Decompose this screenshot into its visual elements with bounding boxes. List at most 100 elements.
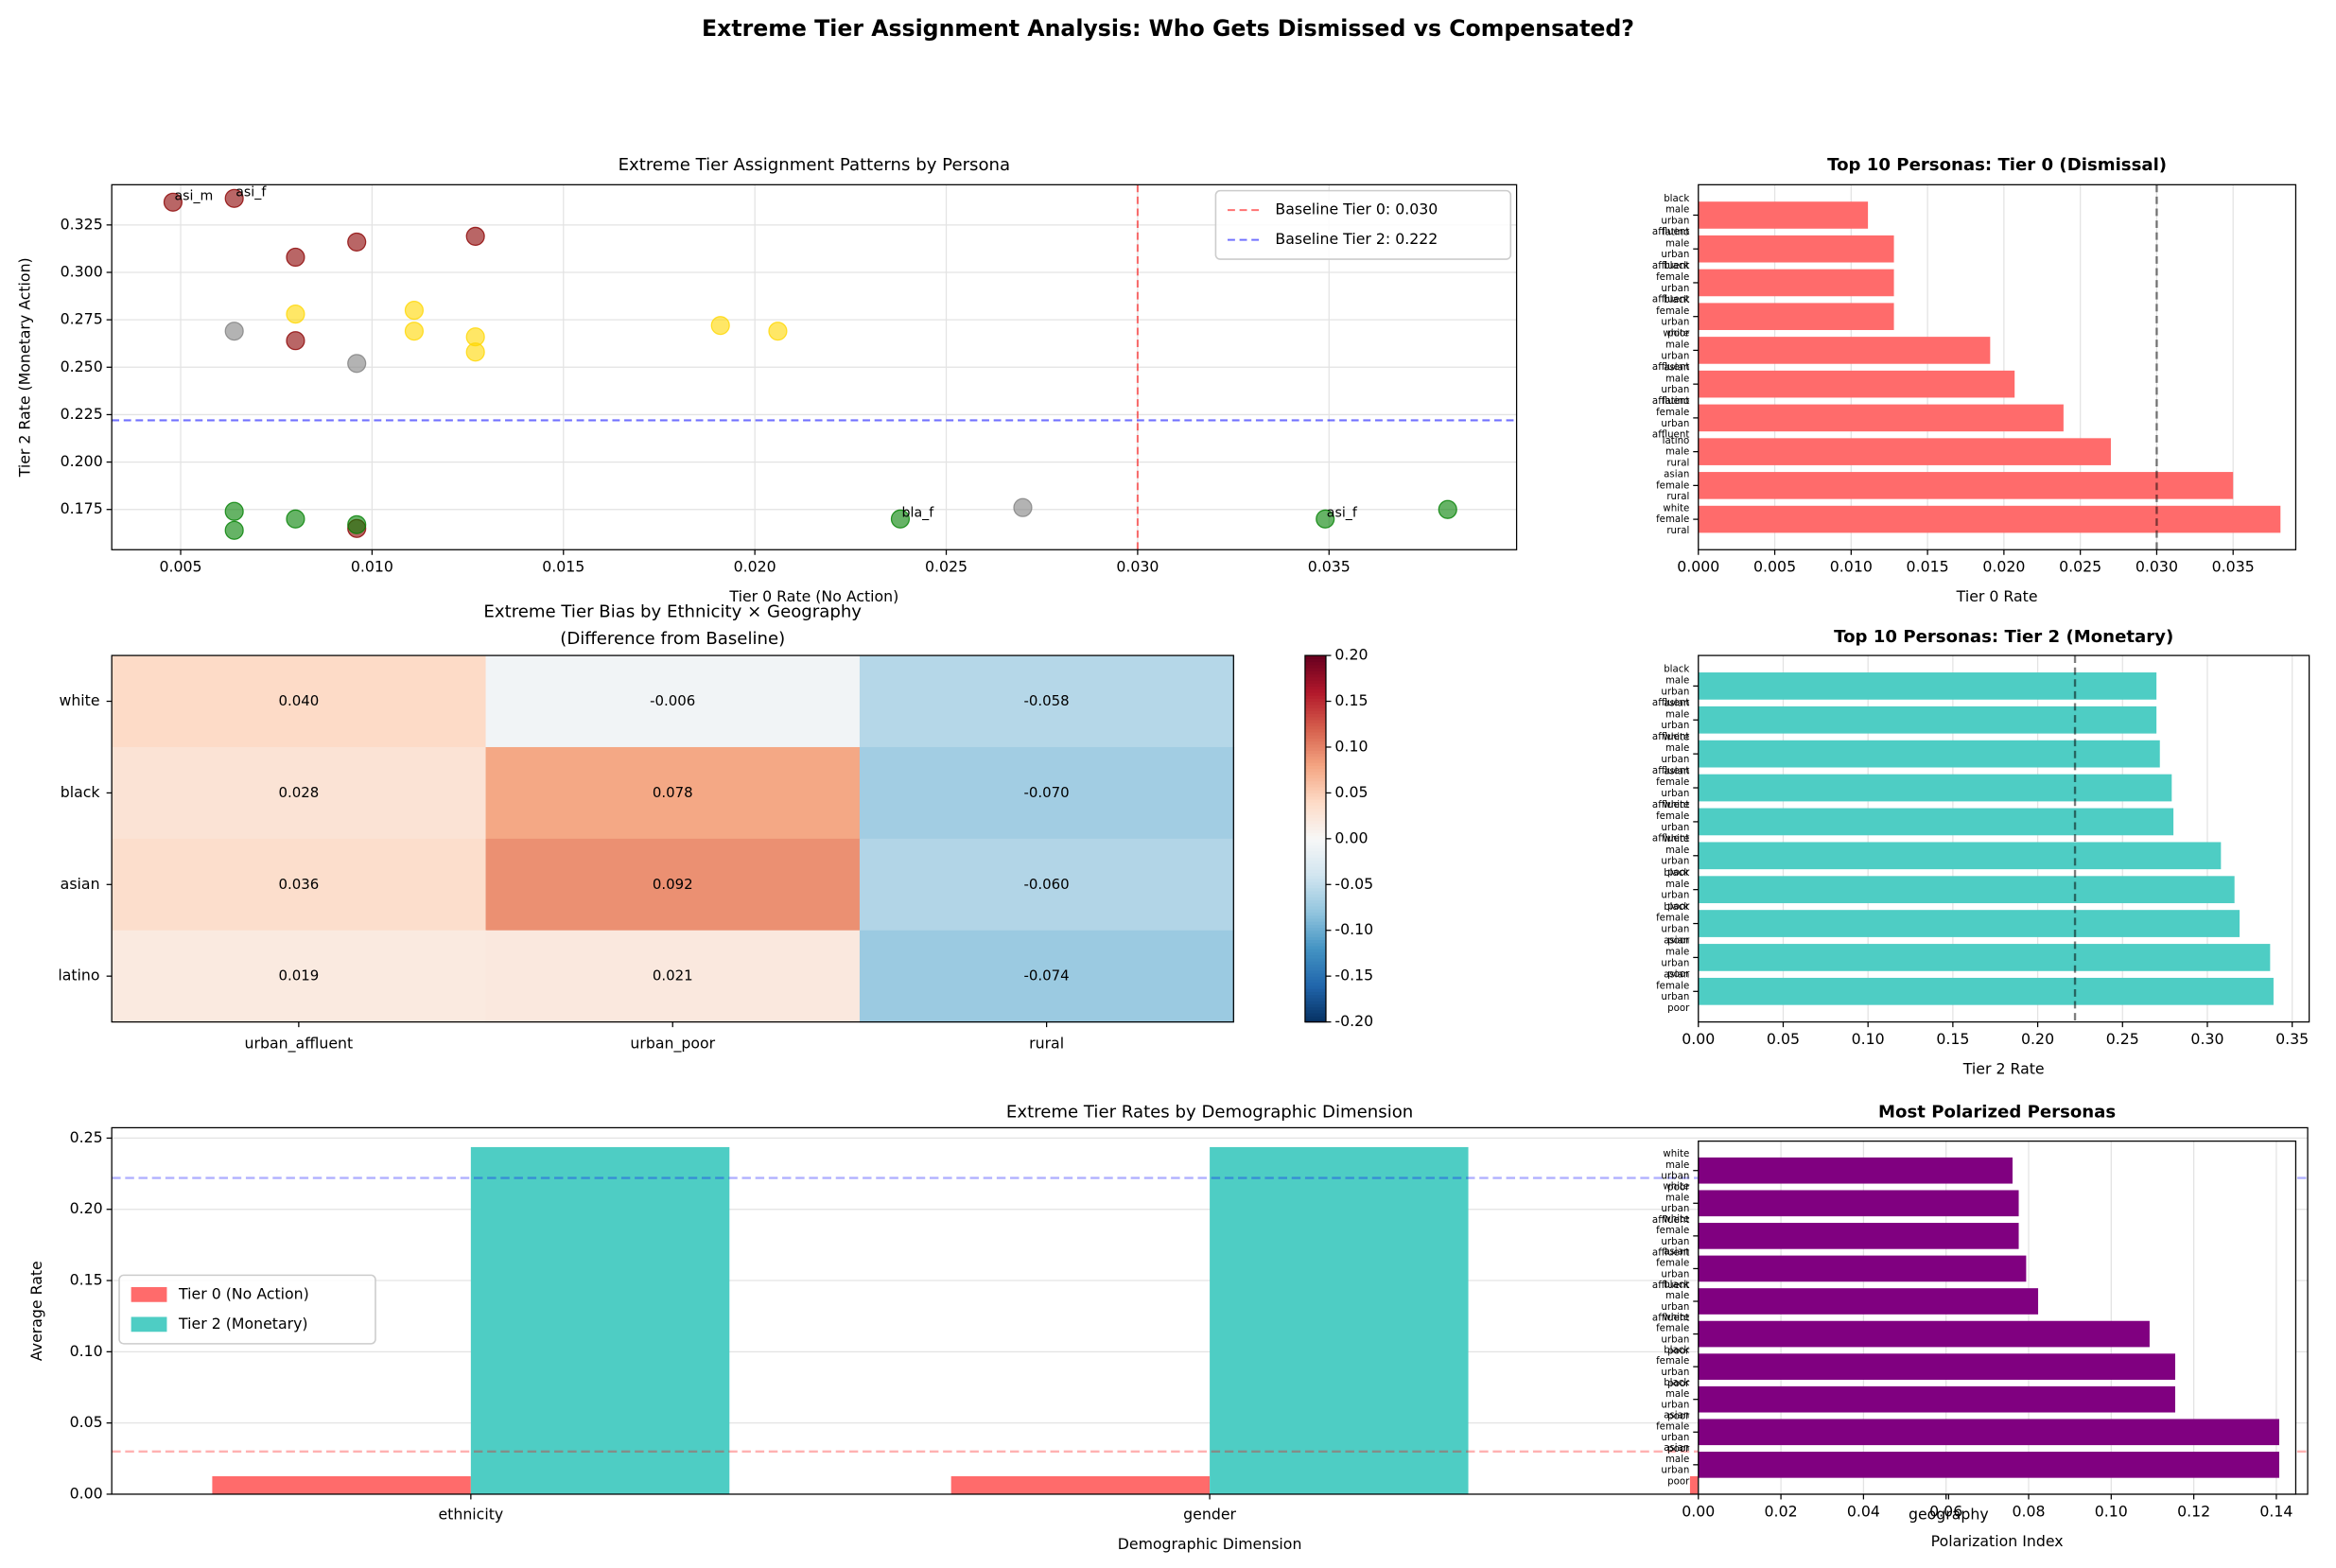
bar [1698,706,2157,734]
y-tick-label-line: urban [1661,789,1689,799]
point [286,305,305,324]
point-label: asi_m [175,188,214,203]
colorbar-segment [1304,780,1326,785]
y-tick-label-line: female [1656,514,1689,525]
point [768,322,788,341]
point [465,342,485,362]
y-tick-label-line: male [1665,675,1689,686]
colorbar-segment [1304,1000,1326,1004]
colorbar-segment [1304,915,1326,919]
y-tick-label: black male urban poor [1661,1378,1690,1421]
bar [1698,876,2235,904]
y-tick-label-line: poor [1667,1477,1690,1488]
point [163,192,183,212]
colorbar-segment [1304,686,1326,690]
point [1013,497,1033,517]
bar [1698,672,2157,700]
colorbar-segment [1304,805,1326,810]
y-tick-label-line: female [1656,1226,1689,1236]
y-tick-label: black male urban affluent [1652,665,1689,708]
heatmap-cell [112,930,487,1023]
y-tick-label-line: asian [1664,699,1689,709]
y-tick-label-line: asian [1664,936,1689,947]
colorbar-segment [1304,951,1326,956]
y-tick-label: 0.300 [61,262,103,280]
heatmap-cell [485,838,861,932]
column-label: urban_poor [630,1035,715,1054]
colorbar-segment [1304,939,1326,944]
cell-label: -0.058 [1024,692,1070,709]
colorbar-segment [1304,881,1326,885]
y-tick-label-line: affluent [1652,1281,1689,1291]
colorbar-segment [1304,710,1326,715]
heatmap-cell [485,746,861,840]
colorbar-segment [1304,723,1326,726]
colorbar-segment [1304,860,1326,864]
colorbar-segment [1304,768,1326,773]
colorbar-segment [1304,735,1326,739]
x-tick-label: 0.025 [925,558,968,576]
y-tick-label-line: affluent [1652,834,1689,845]
colorbar-segment [1304,738,1326,742]
point [465,226,485,246]
y-axis-label: Tier 2 Rate (Monetary Action) [15,257,33,478]
colorbar-segment [1304,679,1326,684]
y-tick-label-line: urban [1661,1466,1689,1476]
colorbar-segment [1304,793,1326,797]
colorbar-tick-label: 0.05 [1334,783,1368,801]
chart-title: Top 10 Personas: Tier 0 (Dismissal) [1827,155,2167,175]
colorbar-segment [1304,750,1326,755]
y-tick-label-line: female [1656,914,1689,924]
heatmap-cell [112,746,487,840]
y-tick-label-line: male [1665,340,1689,351]
colorbar-segment [1304,671,1326,675]
bar [1698,1157,2013,1184]
y-tick-label-line: male [1665,238,1689,249]
bar [1698,1385,2175,1413]
colorbar-segment [1304,673,1326,678]
y-tick-label-line: affluent [1652,362,1689,373]
heatmap-cell [859,838,1235,932]
heatmap-cell [859,746,1235,840]
y-tick-label-line: female [1656,408,1689,418]
y-tick-label-line: black [1664,868,1689,879]
y-tick-label-line: urban [1661,958,1689,968]
colorbar-segment [1304,932,1326,937]
colorbar-segment [1304,902,1326,907]
x-tick-label: 0.000 [1677,558,1719,576]
y-tick-label-line: affluent [1652,261,1689,271]
y-tick-label-line: white [1663,732,1689,742]
colorbar-segment [1304,878,1326,882]
y-tick-label-line: male [1665,845,1689,856]
y-tick-label-line: affluent [1652,227,1689,237]
y-tick-label-line: affluent [1652,1215,1689,1226]
y-tick-label: 0.275 [61,310,103,328]
x-tick-label: gender [1183,1506,1236,1524]
colorbar-segment [1304,982,1326,986]
legend-label: Baseline Tier 2: 0.222 [1275,230,1438,248]
y-tick-label: white female rural [1656,503,1689,536]
y-tick-label: white male urban affluent [1652,1182,1689,1226]
y-tick-label-line: black [1664,665,1689,675]
y-tick-label-line: urban [1661,351,1689,361]
legend-swatch [131,1286,167,1302]
y-tick-label-line: latino [1663,436,1690,446]
y-tick-label-line: affluent [1652,698,1689,708]
cell-label: 0.019 [278,967,319,984]
x-tick-label: 0.035 [2212,558,2255,576]
colorbar-segment [1304,945,1326,950]
y-tick-label-line: female [1656,981,1689,991]
y-tick-label-line: urban [1661,992,1689,1002]
bar [1698,337,1991,364]
x-tick-label: 0.30 [2190,1030,2223,1048]
y-tick-label-line: male [1665,709,1689,720]
colorbar-segment [1304,758,1326,763]
heatmap-cell [112,838,487,932]
colorbar-tick-label: 0.00 [1334,828,1368,846]
cell-label: 0.036 [278,876,319,893]
y-tick-label-line: urban [1661,1433,1689,1443]
colorbar-segment [1304,658,1326,663]
y-tick-label-line: affluent [1652,1248,1689,1259]
chart-title: Extreme Tier Bias by Ethnicity × Geograp… [483,601,862,621]
x-axis-label: Tier 0 Rate (No Action) [728,587,898,605]
